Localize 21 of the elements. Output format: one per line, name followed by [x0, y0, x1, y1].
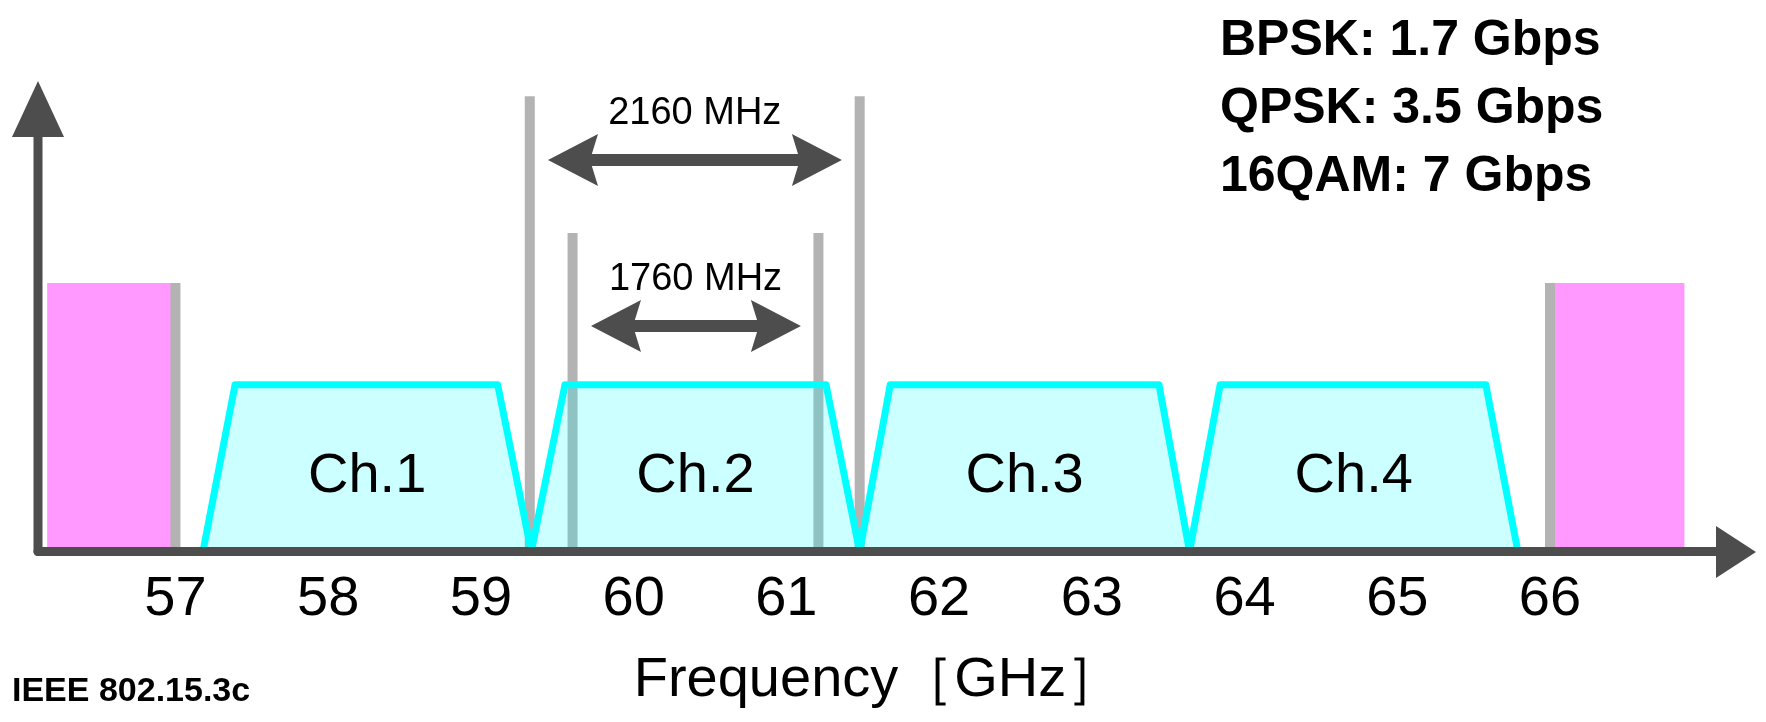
- text: 2160 MHz: [608, 89, 782, 132]
- series-label: Ch.4: [1294, 441, 1413, 504]
- text: BPSK: 1.7 Gbps: [1220, 9, 1601, 66]
- text: 16QAM: 7 Gbps: [1220, 145, 1593, 202]
- x-tick-label: 57: [144, 563, 207, 627]
- series-label: Ch.1: [307, 441, 427, 504]
- x-tick-label: 65: [1366, 563, 1429, 627]
- x-tick-label: 60: [602, 563, 665, 627]
- text: IEEE 802.15.3c: [12, 670, 251, 709]
- x-tick-label: 64: [1213, 563, 1276, 627]
- x-tick-label: 66: [1518, 563, 1582, 627]
- x-axis-title: Frequency［GHz］: [633, 644, 1123, 708]
- text: QPSK: 3.5 Gbps: [1220, 77, 1604, 134]
- x-tick-label: 61: [755, 563, 818, 627]
- text: 1760 MHz: [608, 256, 783, 299]
- series-label: Ch.2: [636, 441, 755, 504]
- x-tick-label: 58: [297, 563, 360, 627]
- x-tick-label: 63: [1060, 563, 1123, 627]
- x-tick-label: 62: [907, 563, 971, 627]
- series-label: Ch.3: [965, 441, 1084, 504]
- x-tick-label: 59: [449, 563, 513, 627]
